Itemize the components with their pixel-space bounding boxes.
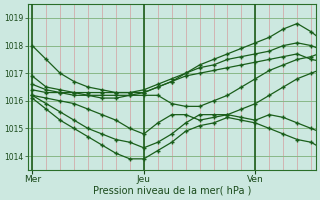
X-axis label: Pression niveau de la mer( hPa ): Pression niveau de la mer( hPa ) [92, 186, 251, 196]
